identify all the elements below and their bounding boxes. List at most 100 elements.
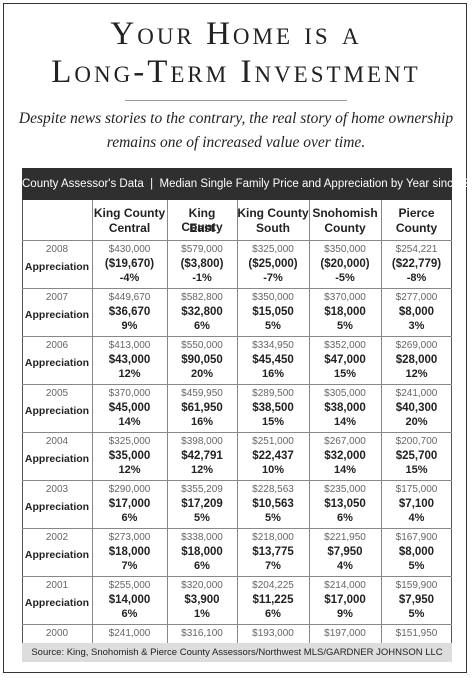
percent: 16% <box>261 368 285 380</box>
change: $3,900 <box>184 594 220 606</box>
percent: -5% <box>335 272 355 284</box>
column-line <box>92 200 93 643</box>
change: $61,950 <box>181 402 223 414</box>
price: $204,225 <box>252 580 294 591</box>
column-header: County <box>324 221 366 235</box>
price: $350,000 <box>252 292 294 303</box>
change: $22,437 <box>252 450 294 462</box>
change: $10,563 <box>252 498 294 510</box>
percent: 15% <box>405 464 428 476</box>
price: $254,221 <box>395 244 438 255</box>
percent: 6% <box>265 608 281 620</box>
price: $316,100 <box>181 628 223 639</box>
price: $290,000 <box>108 484 151 495</box>
change: $47,000 <box>324 354 366 366</box>
price: $370,000 <box>108 388 151 399</box>
percent: 16% <box>190 416 214 428</box>
price: $289,500 <box>252 388 294 399</box>
column-header: King County <box>181 206 223 234</box>
change: ($19,670) <box>104 258 155 270</box>
caption-bar: County Assessor's Data | Median Single F… <box>22 168 472 200</box>
price: $193,000 <box>252 628 294 639</box>
column-header: County <box>395 221 438 235</box>
percent: -1% <box>192 272 212 284</box>
year: 2003 <box>45 484 69 495</box>
year: 2008 <box>45 244 69 255</box>
percent: 12% <box>118 464 141 476</box>
price: $320,000 <box>181 580 223 591</box>
price: $370,000 <box>324 292 366 303</box>
price: $241,000 <box>395 388 438 399</box>
percent: 20% <box>190 368 214 380</box>
change: $8,000 <box>398 546 435 558</box>
change: $17,000 <box>324 594 366 606</box>
percent: 4% <box>337 560 353 572</box>
column-header: King County <box>237 206 309 220</box>
price: $352,000 <box>324 340 366 351</box>
price: $338,000 <box>181 532 223 543</box>
year: 2006 <box>45 340 69 351</box>
subtitle-line: Despite news stories to the contrary, th… <box>18 110 454 127</box>
price: $255,000 <box>108 580 151 591</box>
change: $36,670 <box>108 306 151 318</box>
percent: 5% <box>408 560 425 572</box>
change: $40,300 <box>395 402 438 414</box>
column-line <box>309 200 310 643</box>
change: $18,000 <box>181 546 223 558</box>
percent: 15% <box>333 368 357 380</box>
percent: -4% <box>119 272 140 284</box>
change: $7,100 <box>398 498 435 510</box>
change: $18,000 <box>108 546 151 558</box>
change: ($22,779) <box>391 258 442 270</box>
percent: 1% <box>194 608 210 620</box>
change: $25,700 <box>395 450 438 462</box>
column-header: Snohomish <box>312 206 378 220</box>
price: $251,000 <box>252 436 294 447</box>
percent: -7% <box>263 272 283 284</box>
change: $18,000 <box>324 306 366 318</box>
change: ($25,000) <box>248 258 298 270</box>
price: $218,000 <box>252 532 294 543</box>
change: $38,500 <box>252 402 294 414</box>
change: $45,450 <box>252 354 294 366</box>
percent: 5% <box>265 512 281 524</box>
percent: 5% <box>194 512 210 524</box>
frame <box>3 3 467 673</box>
price: $579,000 <box>181 244 223 255</box>
change: $32,000 <box>324 450 366 462</box>
percent: 14% <box>333 416 357 428</box>
change: $45,000 <box>108 402 151 414</box>
percent: 6% <box>194 320 210 332</box>
percent: 6% <box>194 560 210 572</box>
year: 2001 <box>45 580 69 591</box>
price: $325,000 <box>252 244 294 255</box>
price: $449,670 <box>108 292 151 303</box>
percent: 6% <box>121 512 138 524</box>
price: $350,000 <box>324 244 366 255</box>
price: $159,900 <box>395 580 438 591</box>
price: $267,000 <box>324 436 366 447</box>
year: 2005 <box>45 388 69 399</box>
percent: 5% <box>408 608 425 620</box>
percent: 7% <box>121 560 138 572</box>
price: $241,000 <box>108 628 151 639</box>
title-line: Your Home is a <box>110 16 362 52</box>
change: $7,950 <box>398 594 435 606</box>
row-label: Appreciation <box>24 357 90 369</box>
column-line <box>167 200 168 643</box>
price: $197,000 <box>324 628 366 639</box>
percent: 3% <box>408 320 425 332</box>
price: $175,000 <box>395 484 438 495</box>
percent: 5% <box>265 320 281 332</box>
price: $273,000 <box>108 532 151 543</box>
percent: 9% <box>337 608 353 620</box>
percent: 5% <box>337 320 353 332</box>
percent: 6% <box>337 512 353 524</box>
change: $8,000 <box>398 306 435 318</box>
year: 2004 <box>45 436 69 447</box>
price: $430,000 <box>108 244 151 255</box>
percent: 20% <box>405 416 428 428</box>
change: $15,050 <box>252 306 294 318</box>
price: $214,000 <box>324 580 366 591</box>
